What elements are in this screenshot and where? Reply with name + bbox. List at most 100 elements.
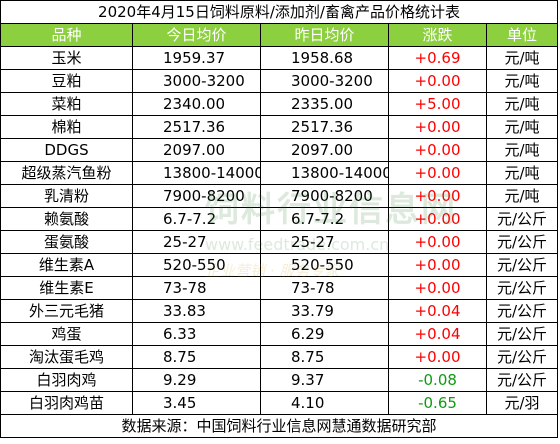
price-change: +0.00: [388, 207, 487, 231]
today-price: 3.45: [132, 391, 261, 415]
table-row: 超级蒸汽鱼粉 13800-14000 13800-14000 +0.00 元/吨: [0, 161, 559, 185]
item-name: 赖氨酸: [0, 207, 133, 231]
today-price: 3000-3200: [132, 69, 261, 93]
today-price: 520-550: [132, 253, 261, 277]
price-change: +0.00: [388, 184, 487, 208]
table-row: 乳清粉 7900-8200 7900-8200 +0.00 元/吨: [0, 184, 559, 208]
price-unit: 元/吨: [485, 46, 559, 70]
today-price: 8.75: [132, 345, 261, 369]
price-unit: 元/吨: [485, 184, 559, 208]
item-name: 白羽肉鸡苗: [0, 391, 133, 415]
price-change: +0.04: [388, 299, 487, 323]
yesterday-price: 25-27: [260, 230, 389, 254]
price-change: +0.00: [388, 345, 487, 369]
price-unit: 元/公斤: [485, 230, 559, 254]
item-name: DDGS: [0, 138, 133, 162]
table-row: 鸡蛋 6.33 6.29 +0.04 元/公斤: [0, 322, 559, 346]
today-price: 73-78: [132, 276, 261, 300]
price-unit: 元/公斤: [485, 207, 559, 231]
item-name: 外三元毛猪: [0, 299, 133, 323]
yesterday-price: 4.10: [260, 391, 389, 415]
header-name: 品种: [0, 23, 133, 47]
yesterday-price: 7900-8200: [260, 184, 389, 208]
table-row: 赖氨酸 6.7-7.2 6.7-7.2 +0.00 元/公斤: [0, 207, 559, 231]
item-name: 玉米: [0, 46, 133, 70]
today-price: 7900-8200: [132, 184, 261, 208]
table-row: DDGS 2097.00 2097.00 +0.00 元/吨: [0, 138, 559, 162]
yesterday-price: 2517.36: [260, 115, 389, 139]
price-unit: 元/吨: [485, 92, 559, 116]
table-row: 菜粕 2340.00 2335.00 +5.00 元/吨: [0, 92, 559, 116]
table-row: 维生素E 73-78 73-78 +0.00 元/公斤: [0, 276, 559, 300]
price-change: -0.08: [388, 368, 487, 392]
price-unit: 元/公斤: [485, 276, 559, 300]
table-row: 蛋氨酸 25-27 25-27 +0.00 元/公斤: [0, 230, 559, 254]
price-change: +0.00: [388, 69, 487, 93]
price-change: +0.00: [388, 161, 487, 185]
item-name: 淘汰蛋毛鸡: [0, 345, 133, 369]
yesterday-price: 2335.00: [260, 92, 389, 116]
today-price: 6.33: [132, 322, 261, 346]
price-unit: 元/吨: [485, 69, 559, 93]
table-row: 外三元毛猪 33.83 33.79 +0.04 元/公斤: [0, 299, 559, 323]
today-price: 2517.36: [132, 115, 261, 139]
header-today: 今日均价: [132, 23, 261, 47]
yesterday-price: 520-550: [260, 253, 389, 277]
price-change: +0.00: [388, 230, 487, 254]
yesterday-price: 2097.00: [260, 138, 389, 162]
yesterday-price: 8.75: [260, 345, 389, 369]
today-price: 1959.37: [132, 46, 261, 70]
price-unit: 元/羽: [485, 391, 559, 415]
price-unit: 元/公斤: [485, 345, 559, 369]
price-unit: 元/公斤: [485, 322, 559, 346]
today-price: 33.83: [132, 299, 261, 323]
item-name: 鸡蛋: [0, 322, 133, 346]
today-price: 6.7-7.2: [132, 207, 261, 231]
item-name: 乳清粉: [0, 184, 133, 208]
price-change: +0.00: [388, 253, 487, 277]
price-unit: 元/公斤: [485, 253, 559, 277]
price-unit: 元/吨: [485, 161, 559, 185]
price-unit: 元/吨: [485, 115, 559, 139]
yesterday-price: 33.79: [260, 299, 389, 323]
today-price: 9.29: [132, 368, 261, 392]
price-change: +0.00: [388, 138, 487, 162]
header-unit: 单位: [485, 23, 559, 47]
item-name: 菜粕: [0, 92, 133, 116]
item-name: 白羽肉鸡: [0, 368, 133, 392]
item-name: 维生素E: [0, 276, 133, 300]
item-name: 豆粕: [0, 69, 133, 93]
table-row: 豆粕 3000-3200 3000-3200 +0.00 元/吨: [0, 69, 559, 93]
price-change: -0.65: [388, 391, 487, 415]
table-footer-row: 数据来源：中国饲料行业信息网慧通数据研究部: [0, 414, 559, 438]
header-change: 涨跌: [388, 23, 487, 47]
item-name: 蛋氨酸: [0, 230, 133, 254]
price-change: +0.04: [388, 322, 487, 346]
data-source: 数据来源：中国饲料行业信息网慧通数据研究部: [0, 414, 559, 438]
item-name: 超级蒸汽鱼粉: [0, 161, 133, 185]
item-name: 棉粕: [0, 115, 133, 139]
header-yesterday: 昨日均价: [260, 23, 389, 47]
yesterday-price: 1958.68: [260, 46, 389, 70]
price-unit: 元/吨: [485, 138, 559, 162]
table-row: 玉米 1959.37 1958.68 +0.69 元/吨: [0, 46, 559, 70]
table-row: 白羽肉鸡 9.29 9.37 -0.08 元/公斤: [0, 368, 559, 392]
table-header-row: 品种 今日均价 昨日均价 涨跌 单位: [0, 23, 559, 47]
price-unit: 元/公斤: [485, 299, 559, 323]
table-row: 白羽肉鸡苗 3.45 4.10 -0.65 元/羽: [0, 391, 559, 415]
price-change: +0.00: [388, 115, 487, 139]
yesterday-price: 6.29: [260, 322, 389, 346]
table-row: 淘汰蛋毛鸡 8.75 8.75 +0.00 元/公斤: [0, 345, 559, 369]
price-change: +5.00: [388, 92, 487, 116]
price-change: +0.00: [388, 276, 487, 300]
today-price: 2097.00: [132, 138, 261, 162]
yesterday-price: 73-78: [260, 276, 389, 300]
item-name: 维生素A: [0, 253, 133, 277]
yesterday-price: 6.7-7.2: [260, 207, 389, 231]
price-unit: 元/公斤: [485, 368, 559, 392]
table-row: 棉粕 2517.36 2517.36 +0.00 元/吨: [0, 115, 559, 139]
today-price: 2340.00: [132, 92, 261, 116]
table-title: 2020年4月15日饲料原料/添加剂/畜禽产品价格统计表: [0, 0, 559, 24]
